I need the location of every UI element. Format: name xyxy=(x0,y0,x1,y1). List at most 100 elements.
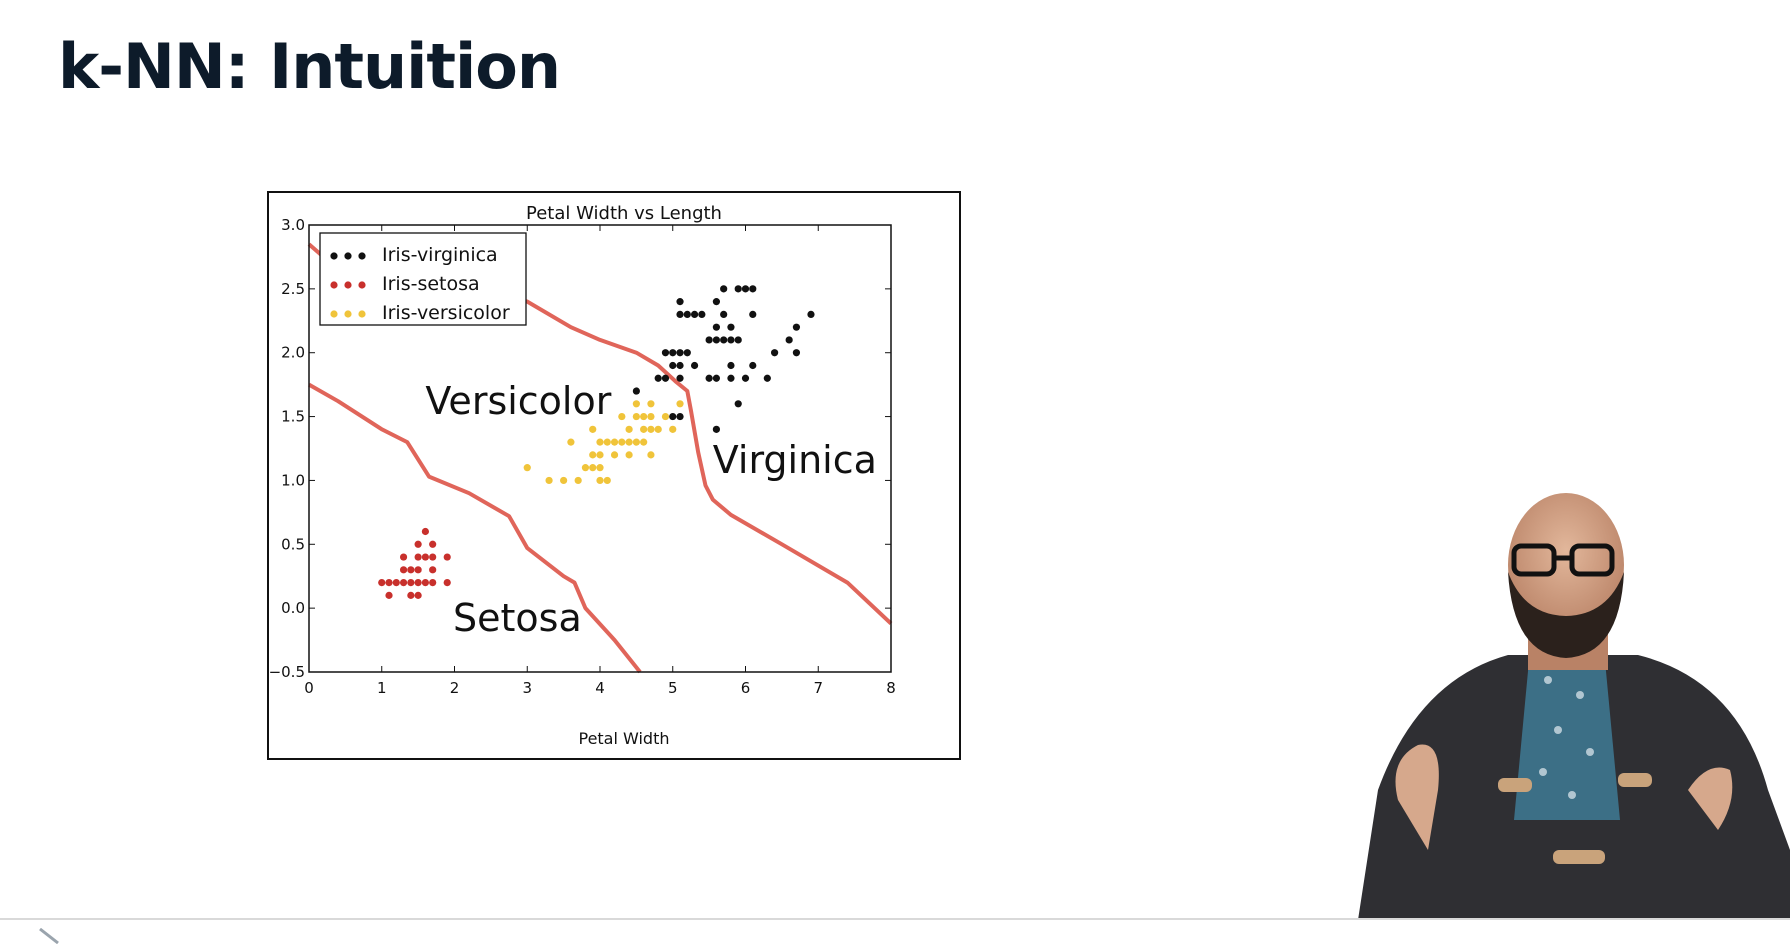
y-tick-label: 2.5 xyxy=(281,280,305,298)
x-tick-label: 7 xyxy=(813,679,823,697)
data-point xyxy=(720,285,728,293)
data-point xyxy=(429,553,437,561)
data-point xyxy=(683,349,691,357)
data-point xyxy=(661,412,670,421)
legend-marker xyxy=(358,310,366,318)
data-point xyxy=(618,438,626,446)
data-point xyxy=(661,374,670,382)
legend-marker xyxy=(330,310,338,318)
data-point xyxy=(407,566,415,574)
legend-box xyxy=(319,232,527,326)
x-tick-label: 3 xyxy=(522,679,532,697)
legend-marker xyxy=(358,252,366,260)
legend-marker xyxy=(330,281,338,289)
data-point xyxy=(399,579,408,587)
data-point xyxy=(589,451,597,459)
legend-marker xyxy=(344,310,352,318)
x-tick-label: 8 xyxy=(886,679,896,697)
data-point xyxy=(632,438,640,446)
data-point xyxy=(727,374,735,382)
data-point xyxy=(589,425,597,433)
chart-frame: Petal Width vs Length Petal Width 0 1 2 3 4 5… xyxy=(267,191,961,760)
data-point xyxy=(625,451,633,459)
data-point xyxy=(669,425,677,433)
data-point xyxy=(385,591,393,599)
presenter-video xyxy=(1358,493,1790,920)
legend-marker xyxy=(330,252,338,260)
data-point xyxy=(669,349,677,357)
data-point xyxy=(785,336,793,344)
data-point xyxy=(690,310,699,318)
data-point xyxy=(741,285,750,293)
data-point xyxy=(712,336,720,344)
data-point xyxy=(414,553,422,561)
data-point xyxy=(429,540,437,548)
legend: Iris-virginica Iris-setosa Iris-versicolor xyxy=(319,232,527,326)
data-point xyxy=(567,438,575,446)
data-point xyxy=(647,451,655,459)
data-point xyxy=(429,566,437,574)
x-tick-label: 6 xyxy=(741,679,751,697)
data-point xyxy=(443,553,451,561)
x-axis-label: Petal Width xyxy=(578,729,669,748)
data-point xyxy=(727,323,735,331)
data-point xyxy=(727,336,735,344)
data-point xyxy=(712,425,720,433)
data-point xyxy=(640,425,648,433)
y-tick-label: 0.5 xyxy=(281,535,305,553)
chart-title: Petal Width vs Length xyxy=(526,203,722,224)
data-point xyxy=(596,451,604,459)
data-point xyxy=(421,553,429,561)
x-tick-label: 5 xyxy=(668,679,678,697)
data-point xyxy=(712,374,720,382)
data-point xyxy=(792,349,801,357)
data-point xyxy=(734,336,742,344)
data-point xyxy=(807,310,815,318)
data-point xyxy=(734,285,742,293)
data-point xyxy=(647,412,655,421)
legend-entry: Iris-virginica xyxy=(382,244,498,266)
data-point xyxy=(378,579,386,587)
data-point xyxy=(669,361,677,370)
region-label: Setosa xyxy=(453,596,582,641)
data-point xyxy=(618,412,626,421)
data-point xyxy=(676,349,684,357)
data-point xyxy=(603,476,611,485)
data-point xyxy=(734,400,742,408)
data-point xyxy=(792,323,801,331)
data-point xyxy=(698,310,706,318)
data-point xyxy=(421,579,429,587)
data-point xyxy=(429,579,437,587)
data-point xyxy=(407,579,415,587)
data-point xyxy=(712,298,720,306)
data-point xyxy=(589,464,597,472)
data-point xyxy=(632,387,640,395)
data-point xyxy=(421,527,429,536)
legend-marker xyxy=(344,281,352,289)
data-point xyxy=(523,464,531,472)
data-point xyxy=(676,298,684,306)
data-point xyxy=(610,451,619,459)
data-point xyxy=(596,438,604,446)
data-point xyxy=(705,336,713,344)
data-point xyxy=(741,374,750,382)
data-point xyxy=(414,579,422,587)
data-point xyxy=(392,579,400,587)
data-points xyxy=(378,285,815,599)
data-point xyxy=(720,336,728,344)
data-point xyxy=(676,310,684,318)
axes: 0 1 2 3 4 5 6 7 8 −0.5 0.0 0.5 1.0 1.5 2.0 2.5 3.0 xyxy=(269,216,896,697)
data-point xyxy=(712,323,720,331)
data-point xyxy=(443,579,451,587)
data-point xyxy=(640,438,648,446)
scatter-chart: Petal Width vs Length Petal Width 0 1 2 3 4 5… xyxy=(269,203,896,748)
data-point xyxy=(545,476,553,485)
data-point xyxy=(560,476,568,485)
data-point xyxy=(647,400,655,408)
data-point xyxy=(654,425,662,433)
decision-boundary-line xyxy=(308,382,642,674)
region-label: Virginica xyxy=(712,437,877,482)
data-point xyxy=(749,310,757,318)
data-point xyxy=(407,591,415,599)
data-point xyxy=(414,591,422,599)
